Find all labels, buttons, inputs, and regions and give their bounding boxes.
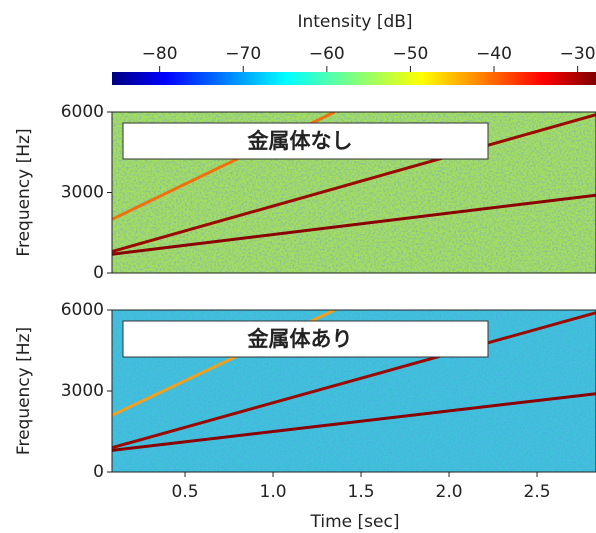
annotation: 金属体なし xyxy=(247,129,353,153)
annotation-box xyxy=(122,122,489,160)
annotation: 金属体あり xyxy=(247,327,353,351)
colorbar xyxy=(112,72,596,85)
x-tick-label: 2.5 xyxy=(524,482,551,502)
chirp-line xyxy=(112,113,596,253)
y-tick-label: 0 xyxy=(93,462,104,482)
chirp-line xyxy=(112,193,596,256)
colorbar-tick-label: −30 xyxy=(560,44,596,64)
x-tick-label: 1.5 xyxy=(348,482,375,502)
y-tick-label: 6000 xyxy=(61,300,104,320)
chirp-line xyxy=(112,392,596,452)
x-tick-label: 0.5 xyxy=(172,482,199,502)
y-tick-label: 3000 xyxy=(61,183,104,203)
x-axis-label: Time [sec] xyxy=(310,512,400,532)
colorbar-tick-label: −70 xyxy=(225,44,261,64)
chirp-line xyxy=(112,311,596,450)
x-tick-label: 1.0 xyxy=(260,482,287,502)
y-axis-label: Frequency [Hz] xyxy=(14,128,34,256)
colorbar-tick-label: −50 xyxy=(392,44,428,64)
colorbar-tick-label: −40 xyxy=(476,44,512,64)
y-tick-label: 6000 xyxy=(61,102,104,122)
colorbar-tick-label: −80 xyxy=(142,44,178,64)
colorbar-tick-label: −60 xyxy=(309,44,345,64)
y-axis-label: Frequency [Hz] xyxy=(14,327,34,455)
x-tick-label: 2.0 xyxy=(436,482,463,502)
y-tick-label: 0 xyxy=(93,263,104,283)
annotation-box xyxy=(122,320,489,358)
y-tick-label: 3000 xyxy=(61,381,104,401)
colorbar-label: Intensity [dB] xyxy=(297,12,412,32)
